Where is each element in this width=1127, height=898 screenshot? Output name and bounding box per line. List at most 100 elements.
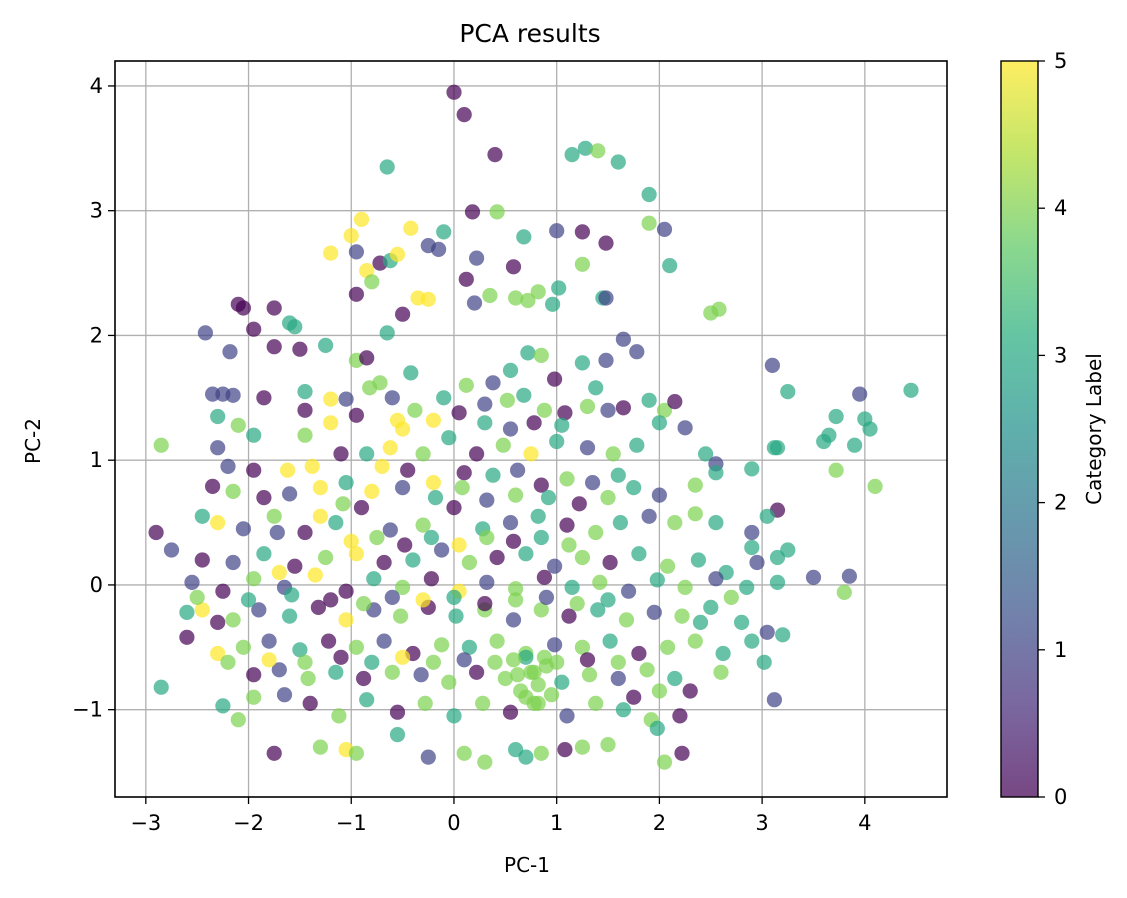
- y-axis-ticks: −1 0 1 2 3 4: [72, 74, 115, 722]
- x-tick-label: −2: [233, 811, 264, 835]
- scatter-point: [649, 720, 665, 737]
- scatter-point: [667, 515, 683, 531]
- scatter-point: [651, 415, 668, 431]
- scatter-point: [225, 387, 241, 403]
- scatter-point: [780, 542, 796, 558]
- scatter-point: [415, 592, 431, 608]
- scatter-point: [533, 745, 549, 761]
- scatter-point: [333, 446, 349, 462]
- scatter-point: [251, 602, 267, 618]
- scatter-point: [708, 465, 724, 481]
- scatter-point: [379, 159, 395, 175]
- y-tick-label: 1: [90, 448, 103, 472]
- scatter-point: [505, 652, 522, 668]
- scatter-point: [446, 500, 462, 516]
- scatter-point: [343, 228, 359, 244]
- scatter-point: [518, 649, 534, 665]
- scatter-point: [502, 704, 519, 720]
- scatter-point: [559, 708, 575, 724]
- scatter-point: [359, 692, 375, 708]
- scatter-point: [321, 633, 337, 649]
- scatter-point: [376, 554, 392, 571]
- scatter-point: [598, 352, 614, 368]
- scatter-point: [318, 337, 334, 353]
- scatter-point: [300, 670, 316, 687]
- scatter-point: [425, 654, 441, 670]
- scatter-point: [477, 396, 493, 412]
- scatter-point: [602, 554, 618, 571]
- y-tick-label: 3: [90, 199, 103, 223]
- scatter-point: [600, 402, 616, 418]
- scatter-point: [307, 567, 323, 583]
- scatter-point: [153, 679, 169, 695]
- scatter-point: [297, 427, 313, 443]
- x-axis-label: PC-1: [504, 853, 550, 877]
- scatter-point: [205, 478, 221, 494]
- scatter-point: [338, 583, 354, 599]
- scatter-point: [456, 652, 472, 668]
- scatter-point: [446, 708, 462, 724]
- x-tick-label: 0: [447, 811, 460, 835]
- scatter-point: [246, 462, 262, 478]
- scatter-point: [536, 569, 553, 586]
- scatter-point: [469, 446, 485, 462]
- scatter-point: [389, 727, 406, 743]
- scatter-point: [356, 670, 372, 687]
- scatter-point: [641, 186, 657, 203]
- scatter-point: [551, 280, 567, 296]
- scatter-point: [557, 405, 573, 421]
- scatter-point: [610, 670, 626, 687]
- scatter-point: [629, 344, 645, 360]
- scatter-point: [533, 602, 549, 618]
- scatter-point: [235, 521, 251, 537]
- scatter-point: [356, 596, 372, 612]
- scatter-point: [397, 537, 413, 553]
- scatter-point: [434, 542, 450, 558]
- scatter-point: [210, 645, 226, 662]
- scatter-point: [338, 391, 354, 407]
- scatter-point: [403, 365, 419, 381]
- scatter-point: [448, 608, 464, 624]
- scatter-point: [631, 645, 647, 662]
- y-tick-label: 0: [90, 573, 103, 597]
- scatter-point: [536, 649, 553, 665]
- scatter-point: [561, 537, 577, 553]
- scatter-point: [618, 612, 635, 628]
- scatter-point: [374, 458, 390, 474]
- scatter-point: [554, 674, 570, 690]
- scatter-point: [415, 517, 431, 533]
- scatter-point: [690, 552, 707, 568]
- scatter-point: [672, 708, 688, 724]
- scatter-point: [713, 664, 729, 680]
- scatter-point: [372, 375, 388, 391]
- scatter-point: [533, 347, 549, 363]
- scatter-point: [364, 274, 380, 290]
- scatter-point: [423, 529, 439, 546]
- scatter-point: [420, 749, 436, 765]
- scatter-point: [230, 417, 246, 433]
- scatter-point: [656, 221, 673, 237]
- scatter-point: [530, 508, 546, 524]
- scatter-point: [413, 667, 429, 683]
- scatter-point: [682, 683, 698, 699]
- scatter-point: [417, 695, 433, 712]
- scatter-point: [543, 687, 560, 703]
- scatter-point: [266, 339, 282, 355]
- scatter-point: [458, 271, 474, 287]
- scatter-point: [297, 384, 313, 400]
- scatter-point: [382, 522, 398, 538]
- scatter-point: [564, 147, 580, 163]
- scatter-point: [545, 296, 561, 312]
- scatter-point: [507, 581, 524, 597]
- scatter-point: [744, 461, 760, 477]
- scatter-point: [629, 437, 645, 453]
- scatter-point: [446, 84, 462, 100]
- scatter-point: [656, 754, 673, 770]
- scatter-point: [660, 558, 676, 574]
- scatter-point: [246, 427, 262, 443]
- scatter-point: [600, 490, 616, 506]
- scatter-point: [266, 745, 282, 761]
- scatter-point: [507, 290, 524, 306]
- scatter-point: [210, 408, 226, 425]
- scatter-point: [304, 458, 320, 474]
